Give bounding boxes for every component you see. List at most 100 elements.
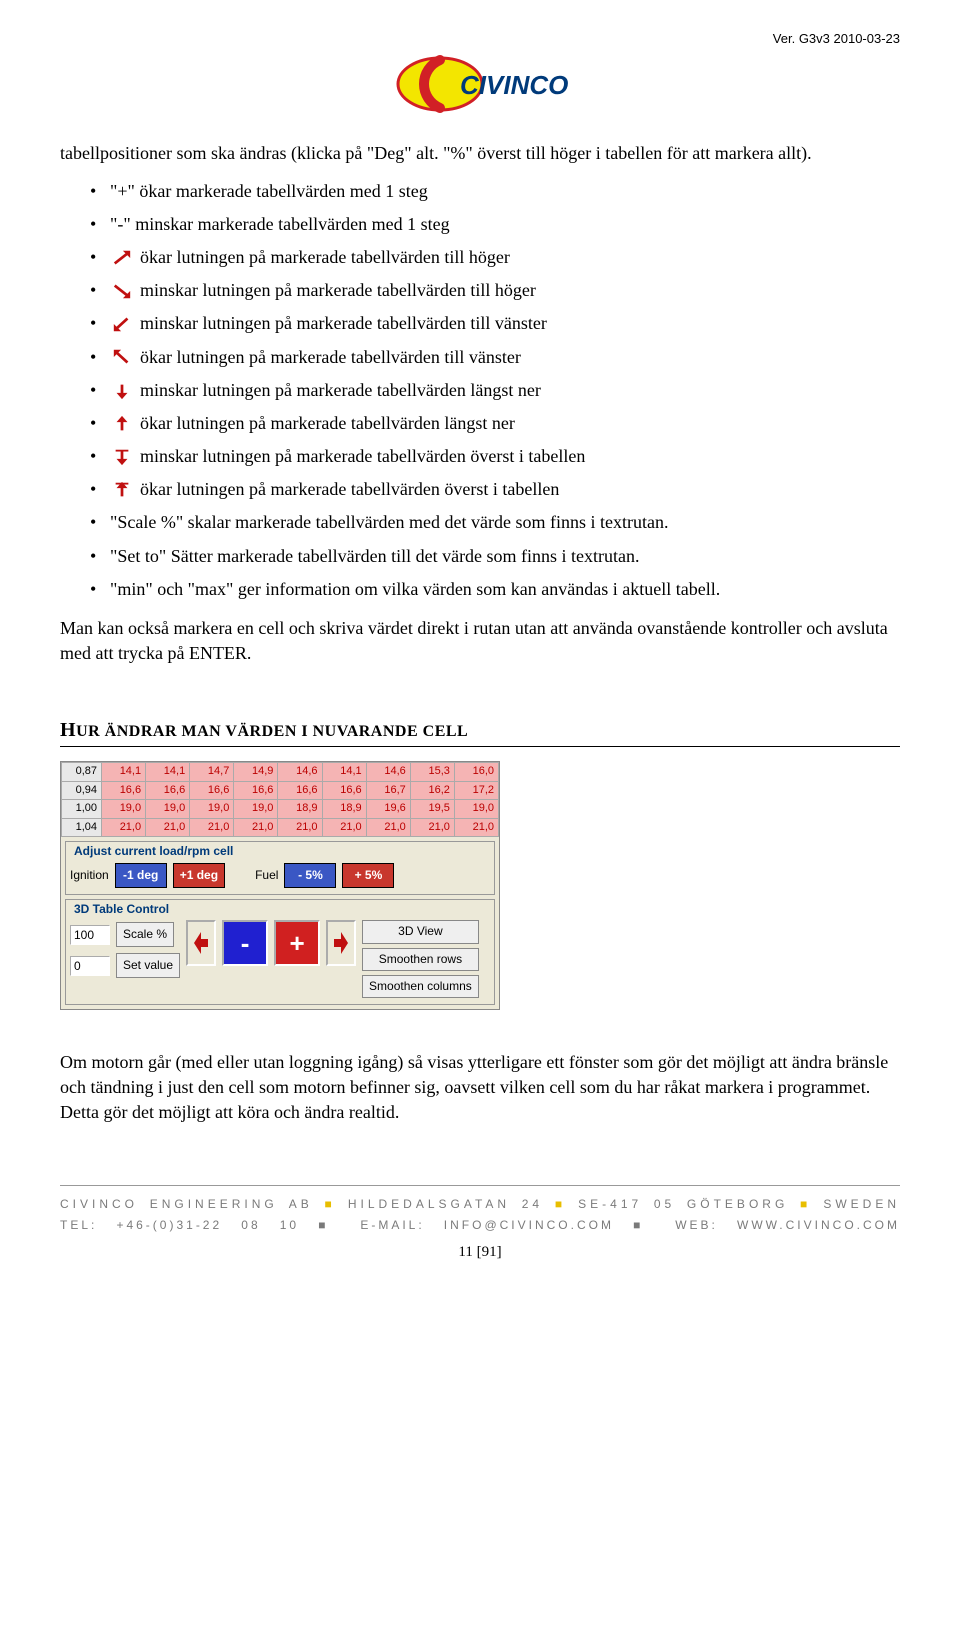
arrow-down-left-icon [110,314,136,336]
bullet-item: ökar lutningen på markerade tabellvärden… [90,345,900,370]
grid-cell[interactable]: 19,0 [190,800,234,818]
grid-cell[interactable]: 14,1 [102,763,146,781]
tilt-left-button[interactable] [186,920,216,966]
bullet-list: "+" ökar markerade tabellvärden med 1 st… [90,179,900,602]
grid-cell[interactable]: 21,0 [366,818,410,836]
after-bullets-paragraph: Man kan också markera en cell och skriva… [60,616,900,666]
grid-cell[interactable]: 21,0 [190,818,234,836]
grid-cell[interactable]: 17,2 [454,781,498,799]
bullet-text: minskar lutningen på markerade tabellvär… [140,313,547,333]
bullet-text: minskar lutningen på markerade tabellvär… [140,446,585,466]
grid-cell[interactable]: 15,3 [410,763,454,781]
bullet-text: "Set to" Sätter markerade tabellvärden t… [110,546,640,566]
bullet-item: "Scale %" skalar markerade tabellvärden … [90,510,900,535]
bullet-text: ökar lutningen på markerade tabellvärden… [140,347,521,367]
footer-line-2: TEL: +46-(0)31-22 08 10 ■ E-MAIL: INFO@C… [60,1217,900,1234]
section-rule [60,746,900,747]
page-number: 11 [91] [60,1242,900,1263]
minus-1deg-button[interactable]: -1 deg [115,863,167,888]
bullet-item: minskar lutningen på markerade tabellvär… [90,378,900,403]
3d-view-button[interactable]: 3D View [362,920,479,943]
logo: CIVINCO [60,52,900,123]
plus-1deg-button[interactable]: +1 deg [173,863,225,888]
ui-screenshot: 0,8714,114,114,714,914,614,114,615,316,0… [60,761,500,1010]
grid-cell[interactable]: 19,0 [102,800,146,818]
bullet-item: ökar lutningen på markerade tabellvärden… [90,245,900,270]
bullet-item: "min" och "max" ger information om vilka… [90,577,900,602]
footer-line-1: CIVINCO ENGINEERING AB ■ HILDEDALSGATAN … [60,1185,900,1213]
bullet-text: ökar lutningen på markerade tabellvärden… [140,479,559,499]
bullet-text: "-" minskar markerade tabellvärden med 1… [110,214,450,234]
set-value-button[interactable]: Set value [116,953,180,978]
grid-cell[interactable]: 16,6 [146,781,190,799]
grid-cell[interactable]: 14,1 [322,763,366,781]
bullet-item: minskar lutningen på markerade tabellvär… [90,278,900,303]
grid-cell[interactable]: 19,6 [366,800,410,818]
bullet-item: minskar lutningen på markerade tabellvär… [90,311,900,336]
grid-cell[interactable]: 21,0 [102,818,146,836]
grid-cell[interactable]: 19,0 [454,800,498,818]
grid-cell[interactable]: 21,0 [322,818,366,836]
grid-cell[interactable]: 14,9 [234,763,278,781]
ignition-label: Ignition [70,867,109,884]
adjust-panel-title: Adjust current load/rpm cell [70,843,237,860]
grid-cell[interactable]: 21,0 [410,818,454,836]
grid-cell[interactable]: 21,0 [454,818,498,836]
grid-cell[interactable]: 18,9 [278,800,322,818]
bullet-text: minskar lutningen på markerade tabellvär… [140,380,541,400]
grid-row-header: 1,00 [62,800,102,818]
arrow-up-right-icon [110,248,136,270]
grid-cell[interactable]: 19,0 [234,800,278,818]
fuel-label: Fuel [255,867,278,884]
arrow-down-right-icon [110,281,136,303]
smoothen-columns-button[interactable]: Smoothen columns [362,975,479,998]
tilt-right-button[interactable] [326,920,356,966]
scale-pct-button[interactable]: Scale % [116,922,174,947]
arrow-down-mid-icon [110,381,136,403]
bullet-item: "Set to" Sätter markerade tabellvärden t… [90,544,900,569]
grid-row-header: 0,94 [62,781,102,799]
grid-cell[interactable]: 14,6 [366,763,410,781]
grid-cell[interactable]: 21,0 [146,818,190,836]
grid-cell[interactable]: 14,1 [146,763,190,781]
scale-input[interactable] [70,925,110,945]
grid-cell[interactable]: 16,6 [190,781,234,799]
section-heading: HUR ÄNDRAR MAN VÄRDEN I NUVARANDE CELL [60,716,900,744]
grid-row-header: 1,04 [62,818,102,836]
grid-cell[interactable]: 14,7 [190,763,234,781]
plus-5pct-button[interactable]: + 5% [342,863,394,888]
grid-cell[interactable]: 21,0 [278,818,322,836]
grid-cell[interactable]: 16,0 [454,763,498,781]
intro-paragraph: tabellpositioner som ska ändras (klicka … [60,141,900,166]
grid-row-header: 0,87 [62,763,102,781]
grid-cell[interactable]: 14,6 [278,763,322,781]
arrow-up-top-icon [110,480,136,502]
big-plus-button[interactable]: + [274,920,320,966]
smoothen-rows-button[interactable]: Smoothen rows [362,948,479,971]
minus-5pct-button[interactable]: - 5% [284,863,336,888]
svg-text:CIVINCO: CIVINCO [460,70,568,100]
bullet-item: ökar lutningen på markerade tabellvärden… [90,411,900,436]
version-label: Ver. G3v3 2010-03-23 [60,30,900,48]
grid-cell[interactable]: 16,2 [410,781,454,799]
grid-cell[interactable]: 16,7 [366,781,410,799]
grid-cell[interactable]: 16,6 [234,781,278,799]
grid-cell[interactable]: 21,0 [234,818,278,836]
grid-cell[interactable]: 16,6 [278,781,322,799]
big-minus-button[interactable]: - [222,920,268,966]
bullet-text: ökar lutningen på markerade tabellvärden… [140,247,510,267]
bullet-text: minskar lutningen på markerade tabellvär… [140,280,536,300]
grid-cell[interactable]: 19,5 [410,800,454,818]
grid-cell[interactable]: 18,9 [322,800,366,818]
arrow-up-left-icon [110,347,136,369]
bullet-text: "+" ökar markerade tabellvärden med 1 st… [110,181,428,201]
arrow-up-mid-icon [110,414,136,436]
grid-cell[interactable]: 16,6 [102,781,146,799]
table-control-panel: 3D Table Control Scale % Set value - + [65,899,495,1005]
closing-paragraph: Om motorn går (med eller utan loggning i… [60,1050,900,1126]
set-value-input[interactable] [70,956,110,976]
grid-cell[interactable]: 16,6 [322,781,366,799]
bullet-item: minskar lutningen på markerade tabellvär… [90,444,900,469]
adjust-panel: Adjust current load/rpm cell Ignition -1… [65,841,495,895]
grid-cell[interactable]: 19,0 [146,800,190,818]
